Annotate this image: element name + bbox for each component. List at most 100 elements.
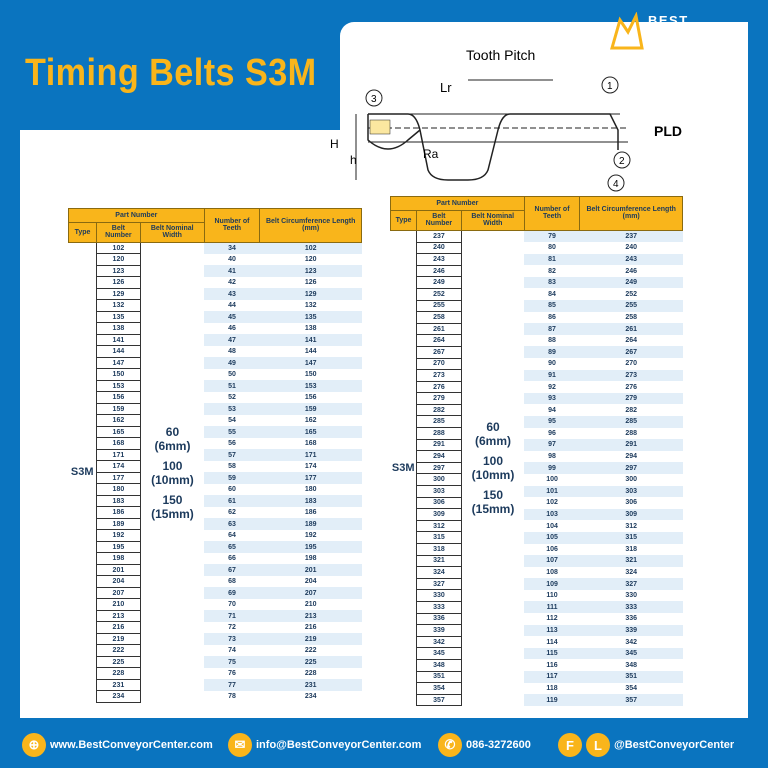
table-row: 240 80 240 <box>391 241 683 255</box>
teeth-cell: 92 <box>548 383 556 391</box>
teeth-cell: 47 <box>204 334 260 346</box>
type-header: Type <box>390 209 417 231</box>
table-row: 192 64 192 <box>69 529 362 542</box>
teeth-cell: 112 <box>546 615 558 623</box>
length-cell: 315 <box>579 531 683 544</box>
length-cell: 126 <box>304 279 317 287</box>
table-row: 219 73 219 <box>69 633 362 646</box>
line-icon[interactable]: L <box>586 733 610 757</box>
table-row: 234 78 234 <box>69 690 362 703</box>
belt-number-cell: 321 <box>415 554 462 568</box>
length-cell: 288 <box>625 429 638 437</box>
phone-number[interactable]: 086-3272600 <box>466 739 531 751</box>
length-cell: 153 <box>259 380 362 392</box>
length-cell: 198 <box>304 555 317 563</box>
length-cell: 213 <box>259 610 362 622</box>
teeth-cell: 65 <box>204 541 260 553</box>
length-cell: 312 <box>625 522 638 530</box>
belt-number-cell: 246 <box>415 264 462 278</box>
teeth-cell: 56 <box>228 440 236 448</box>
teeth-cell: 41 <box>204 265 260 277</box>
table-row: 129 43 129 <box>69 288 362 301</box>
belt-table-right: Part Number Number of Teeth Belt Circumfer… <box>390 196 683 707</box>
belt-number-cell: 147 <box>95 357 141 370</box>
teeth-cell: 84 <box>548 290 556 298</box>
belt-number-cell: 318 <box>415 543 462 556</box>
table-row: 147 49 147 <box>69 357 362 370</box>
table-row: 150 50 150 <box>69 368 362 381</box>
length-cell: 129 <box>259 288 362 300</box>
teeth-cell: 50 <box>228 371 236 379</box>
length-cell: 207 <box>259 587 362 599</box>
teeth-cell: 109 <box>524 578 580 590</box>
table-row: 288 96 288 <box>391 427 683 440</box>
belt-number-cell: 324 <box>415 566 462 579</box>
width-cell: 60 (6mm) 100 (10mm) 150 (15mm) <box>461 230 525 706</box>
length-cell: 318 <box>625 545 638 553</box>
length-cell: 243 <box>579 253 683 266</box>
length-cell: 327 <box>579 578 683 590</box>
belt-number-cell: 234 <box>95 690 141 703</box>
teeth-cell: 53 <box>204 403 260 415</box>
part-number-header: Part Number <box>390 196 525 211</box>
table-row: S3M 237 60 (6mm) 100 (10mm) 150 (15mm) 79 237 <box>390 230 683 706</box>
belt-number-cell: 276 <box>415 380 462 394</box>
table-row: 201 67 201 <box>69 564 362 577</box>
phone-icon: ✆ <box>438 733 462 757</box>
table-row: 162 54 162 <box>69 414 362 427</box>
teeth-cell: 57 <box>204 449 260 461</box>
belt-number-cell: 267 <box>415 345 462 359</box>
length-cell: 234 <box>304 693 317 701</box>
callout-1: 1 <box>607 81 613 92</box>
length-cell: 273 <box>579 369 683 382</box>
belt-number-cell: 282 <box>415 403 462 417</box>
callout-3: 3 <box>371 94 377 105</box>
type-cell: S3M <box>68 242 97 703</box>
belt-number-cell: 102 <box>95 242 141 255</box>
table-row: 204 68 204 <box>69 575 362 588</box>
length-cell: 339 <box>579 624 683 637</box>
teeth-cell: 75 <box>204 656 260 668</box>
table-row: 264 88 264 <box>391 334 683 347</box>
belt-number-cell: 279 <box>415 392 462 405</box>
width-header: Belt Nominal Width <box>460 209 525 231</box>
table-row: 132 44 132 <box>69 299 362 312</box>
length-cell: 342 <box>625 638 638 646</box>
teeth-cell: 54 <box>228 417 236 425</box>
belt-number-cell: 138 <box>95 322 141 335</box>
teeth-cell: 90 <box>548 360 556 368</box>
length-cell: 174 <box>304 463 317 471</box>
width-value: 100 <box>482 454 504 469</box>
teeth-cell: 111 <box>524 601 580 614</box>
logo-mark-icon <box>610 11 644 50</box>
table-row: 258 86 258 <box>391 311 683 324</box>
table-row: 333 111 333 <box>391 601 683 614</box>
teeth-cell: 104 <box>546 522 558 530</box>
belt-number-cell: 288 <box>415 427 462 440</box>
table-row: 138 46 138 <box>69 322 362 335</box>
teeth-cell: 91 <box>524 369 580 382</box>
teeth-cell: 80 <box>548 244 556 252</box>
belt-number-cell: 351 <box>415 670 462 684</box>
table-row: 123 41 123 <box>69 265 362 278</box>
width-value: 100 <box>162 458 183 473</box>
table-row: 318 106 318 <box>391 543 683 556</box>
teeth-cell: 76 <box>228 670 236 678</box>
length-cell: 189 <box>259 518 362 530</box>
logo-text-2: CONVEYOR <box>648 26 735 41</box>
belt-profile <box>368 113 619 181</box>
callout-4: 4 <box>613 179 619 190</box>
length-cell: 303 <box>579 485 683 498</box>
length-cell: 336 <box>625 615 638 623</box>
belt-number-cell: 210 <box>95 598 141 611</box>
facebook-icon[interactable]: F <box>558 733 582 757</box>
teeth-cell: 83 <box>524 276 580 289</box>
belt-number-cell: 129 <box>95 288 141 301</box>
teeth-cell: 51 <box>204 380 260 392</box>
belt-number-cell: 330 <box>415 589 462 602</box>
length-cell: 264 <box>625 337 638 345</box>
website-link[interactable]: www.BestConveyorCenter.com <box>50 739 213 751</box>
teeth-cell: 77 <box>204 679 260 691</box>
teeth-cell: 73 <box>204 633 260 645</box>
email-link[interactable]: info@BestConveyorCenter.com <box>256 739 422 751</box>
